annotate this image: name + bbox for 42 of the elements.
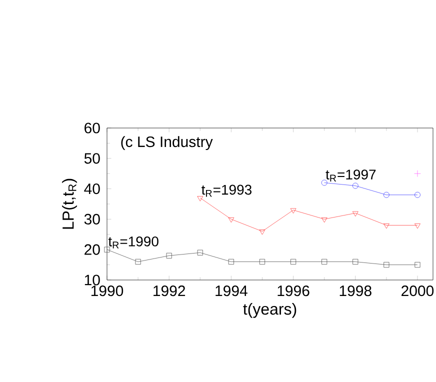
point	[197, 196, 204, 202]
point	[414, 223, 420, 229]
x-tick-label: 1994	[216, 286, 248, 296]
point	[259, 258, 266, 265]
y-tick-label: 60	[84, 122, 100, 134]
text: (c LS Industry	[121, 136, 213, 150]
point	[135, 258, 141, 265]
point	[321, 180, 328, 186]
x-tick-label: 2000	[402, 286, 434, 296]
y-tick-label: 40	[84, 183, 100, 194]
point	[290, 208, 296, 214]
point	[384, 262, 390, 268]
point	[104, 246, 110, 252]
point	[414, 192, 420, 198]
point	[197, 250, 203, 256]
x-axis-title: t(years)	[243, 302, 296, 318]
y-tick-label: 20	[84, 244, 100, 255]
point	[352, 258, 358, 265]
y-tick-label: 50	[84, 153, 100, 164]
x-tick-label: 1996	[278, 286, 310, 296]
x-tick-label: 1990	[91, 286, 124, 296]
y-axis-title: LP(t,t$_{R}$)	[62, 178, 77, 229]
point	[383, 192, 390, 198]
point	[166, 252, 172, 258]
series-label: t$_{R}$=1997	[326, 170, 376, 182]
y-tick-label: 10	[84, 274, 100, 286]
point	[228, 217, 234, 223]
point	[352, 211, 358, 217]
series-label: t$_{R}$=1993	[202, 184, 252, 197]
point	[290, 258, 296, 265]
point	[259, 230, 266, 235]
series-label: t$_{R}$=1990	[108, 236, 158, 248]
point	[383, 223, 390, 229]
point	[228, 258, 234, 265]
y-tick-label: 30	[84, 214, 100, 225]
point	[322, 258, 328, 265]
x-tick-label: 1992	[154, 286, 186, 296]
point	[352, 182, 358, 189]
point	[414, 170, 421, 177]
point	[414, 262, 420, 268]
x-tick-label: 1998	[340, 286, 372, 296]
point	[321, 217, 328, 223]
